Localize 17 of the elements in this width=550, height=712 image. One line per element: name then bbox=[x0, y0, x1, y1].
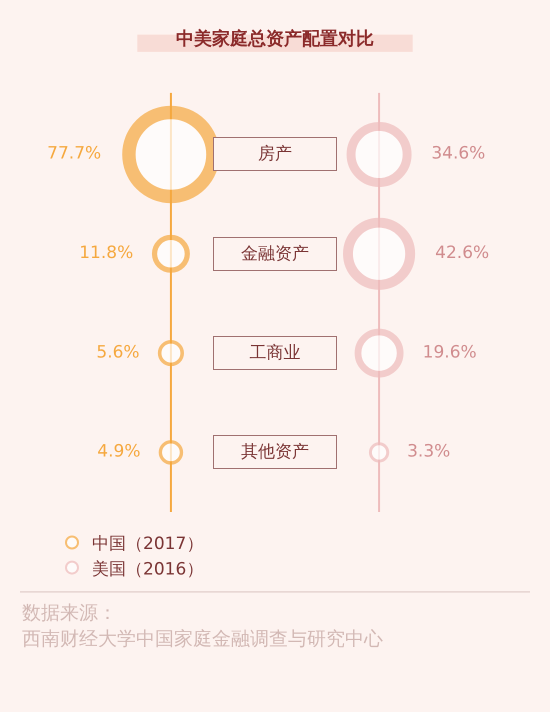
legend-label: 中国（2017） bbox=[92, 534, 204, 554]
data-label: 4.9% bbox=[81, 442, 157, 462]
data-label: 77.7% bbox=[30, 144, 118, 164]
text: 中美家庭总资产配置对比 bbox=[176, 28, 374, 50]
category-label: 工商业 bbox=[250, 343, 300, 363]
data-label: 11.8% bbox=[63, 243, 150, 264]
data-label: 42.6% bbox=[418, 243, 506, 264]
category-label: 其他资产 bbox=[241, 442, 309, 462]
data-label: 19.6% bbox=[406, 342, 493, 362]
data-label: 3.3% bbox=[390, 442, 467, 462]
category-label: 金融资产 bbox=[241, 244, 309, 264]
data-label: 34.6% bbox=[415, 144, 502, 164]
source-note: 数据来源： bbox=[22, 602, 117, 624]
data-label: 5.6% bbox=[80, 342, 156, 362]
category-label: 房产 bbox=[258, 144, 292, 164]
text: 西南财经大学中国家庭金融调查与研究中心 bbox=[22, 628, 383, 650]
legend-label: 美国（2016） bbox=[92, 559, 204, 580]
